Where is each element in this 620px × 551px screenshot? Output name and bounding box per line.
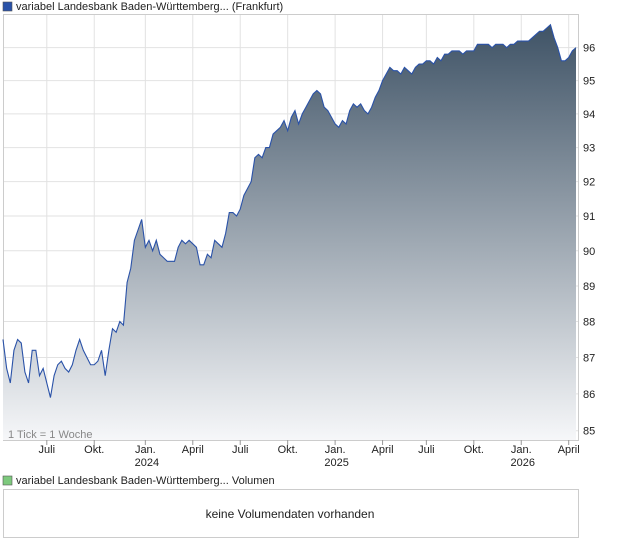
y-tick-label: 91 (583, 211, 595, 223)
x-tick-label: Jan. 2025 (321, 444, 349, 469)
legend-label: variabel Landesbank Baden-Württemberg...… (16, 475, 275, 487)
y-tick-label: 89 (583, 281, 595, 293)
volume-frame (3, 489, 579, 538)
y-tick-label: 92 (583, 177, 595, 189)
x-tick-label: April (372, 444, 394, 456)
legend-swatch (2, 1, 13, 12)
area-fill (3, 24, 576, 440)
y-tick-label: 90 (583, 246, 595, 258)
y-tick-label: 93 (583, 143, 595, 155)
y-tick-label: 95 (583, 76, 595, 88)
y-tick-label: 94 (583, 109, 595, 121)
x-tick-label: Juli (232, 444, 249, 456)
x-tick-label: Juli (39, 444, 56, 456)
y-tick-label: 96 (583, 43, 595, 55)
annotation: 1 Tick = 1 Woche (8, 429, 92, 441)
plot-frame (3, 14, 579, 441)
x-tick-label: April (182, 444, 204, 456)
x-tick-label: Juli (418, 444, 435, 456)
legend-swatch (2, 475, 13, 486)
x-tick-label: Okt. (84, 444, 104, 456)
x-tick-label: Okt. (464, 444, 484, 456)
x-tick-label: Jan. 2026 (507, 444, 535, 469)
x-tick-label: April (558, 444, 580, 456)
volume-message: keine Volumendaten vorhanden (206, 507, 375, 521)
x-tick-label: Jan. 2024 (132, 444, 160, 469)
legend-label: variabel Landesbank Baden-Württemberg...… (16, 1, 283, 13)
y-tick-label: 86 (583, 389, 595, 401)
y-tick-label: 85 (583, 426, 595, 438)
y-tick-label: 87 (583, 353, 595, 365)
price-line (2, 23, 577, 398)
x-tick-label: Okt. (278, 444, 298, 456)
y-tick-label: 88 (583, 317, 595, 329)
